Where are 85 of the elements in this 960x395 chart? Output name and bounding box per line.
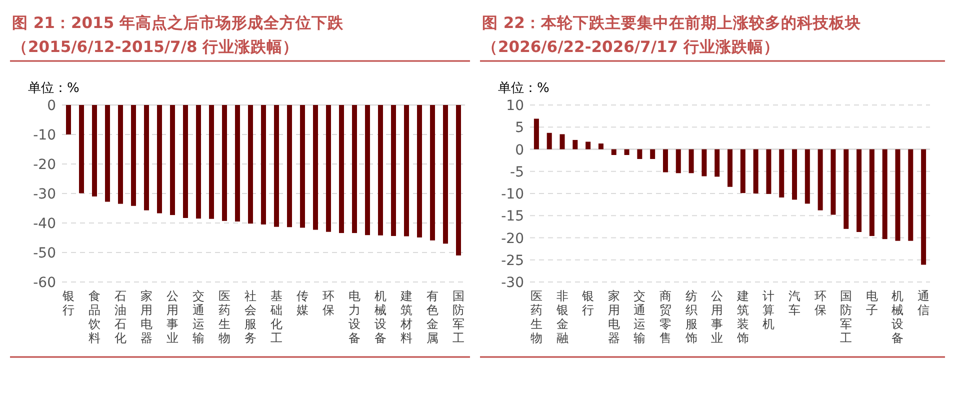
bar [676, 149, 681, 174]
x-tick-label: 建筑装饰 [736, 289, 749, 345]
bar [856, 149, 862, 232]
x-tick-label: 商贸零售 [659, 289, 672, 345]
bar [921, 149, 926, 265]
x-tick-label: 国防军工 [840, 289, 852, 345]
bar [637, 149, 642, 159]
y-tick-label: 10 [506, 98, 524, 114]
x-tick-label: 石油石化 [114, 289, 126, 345]
x-tick-label: 国防军工 [452, 289, 464, 345]
bar [624, 149, 630, 156]
x-tick-label: 家用电器 [140, 289, 152, 345]
y-tick-label: 5 [515, 120, 524, 136]
bar [895, 149, 900, 241]
x-tick-label: 纺织服饰 [684, 289, 698, 345]
y-tick-label: -50 [33, 246, 56, 262]
bar [818, 149, 823, 210]
bar [611, 149, 616, 156]
y-tick-label: -40 [33, 216, 56, 232]
y-tick-label: -10 [33, 128, 56, 144]
bar [586, 142, 591, 150]
chart-subtitle: （2026/6/22-2026/7/17 行业涨跌幅） [482, 38, 780, 56]
x-tick-label: 交通运输 [192, 289, 204, 345]
y-tick-label: 0 [515, 142, 524, 158]
text: 单位：% [498, 81, 550, 96]
bar [869, 149, 874, 236]
x-tick-label: 机械设备 [374, 289, 386, 345]
bar [702, 149, 707, 176]
x-tick-label: 传媒 [296, 289, 308, 317]
y-tick-label: -5 [510, 164, 524, 180]
x-tick-label: 计算机 [762, 289, 775, 331]
x-tick-label: 银行 [62, 289, 74, 317]
bar [792, 149, 798, 200]
bar [753, 149, 758, 194]
x-tick-label: 家用电器 [608, 289, 620, 345]
bar [766, 149, 772, 194]
chart-title: 图 22：本轮下跌主要集中在前期上涨较多的科技板块 [482, 13, 861, 32]
bar [688, 149, 694, 174]
x-tick-label: 汽车 [788, 289, 801, 317]
bar [598, 143, 604, 150]
x-tick-label: 医药生物 [530, 289, 542, 345]
bar [534, 118, 539, 150]
bar [662, 149, 668, 172]
x-tick-label: 基础化工 [270, 289, 282, 345]
x-tick-label: 交通运输 [634, 289, 646, 345]
bar [560, 134, 565, 150]
x-tick-label: 环保 [322, 289, 334, 317]
bar [728, 149, 732, 187]
bar [844, 149, 849, 229]
x-tick-label: 建筑材料 [400, 289, 412, 345]
x-tick-label: 机械设备 [892, 289, 904, 345]
y-tick-label: -30 [501, 275, 524, 291]
x-tick-label: 通信 [918, 289, 930, 317]
x-tick-label: 电子 [866, 289, 878, 317]
x-tick-label: 社会服务 [244, 289, 256, 345]
chart-title: 图 21：2015 年高点之后市场形成全方位下跌 [12, 13, 344, 32]
bar [650, 149, 656, 159]
x-tick-label: 公用事业 [711, 289, 724, 345]
bar [572, 140, 578, 150]
y-tick-label: 0 [47, 98, 56, 114]
x-tick-label: 银行 [581, 289, 594, 317]
text: 单位：% [28, 81, 80, 96]
y-tick-label: -20 [501, 230, 524, 247]
bar [714, 149, 720, 177]
y-tick-label: -25 [501, 252, 524, 269]
chart-subtitle: （2015/6/12-2015/7/8 行业涨跌幅） [12, 38, 299, 56]
x-tick-label: 公用事业 [166, 289, 178, 345]
y-tick-label: -60 [33, 275, 56, 291]
x-tick-label: 食品饮料 [88, 289, 100, 345]
bar [908, 149, 914, 241]
bar [882, 149, 888, 240]
bar [740, 149, 746, 194]
bar [779, 149, 784, 198]
y-tick-label: -10 [501, 186, 524, 202]
x-tick-label: 医药生物 [218, 289, 230, 345]
y-tick-label: -30 [33, 186, 56, 202]
y-tick-label: -15 [501, 208, 524, 225]
x-tick-label: 环保 [814, 289, 826, 317]
bar [804, 149, 810, 204]
y-tick-label: -20 [33, 157, 56, 173]
x-tick-label: 电力设备 [348, 289, 360, 345]
x-tick-label: 非银金融 [555, 289, 568, 345]
bar [546, 132, 552, 150]
x-tick-label: 有色金属 [426, 289, 438, 345]
bar [830, 149, 836, 215]
